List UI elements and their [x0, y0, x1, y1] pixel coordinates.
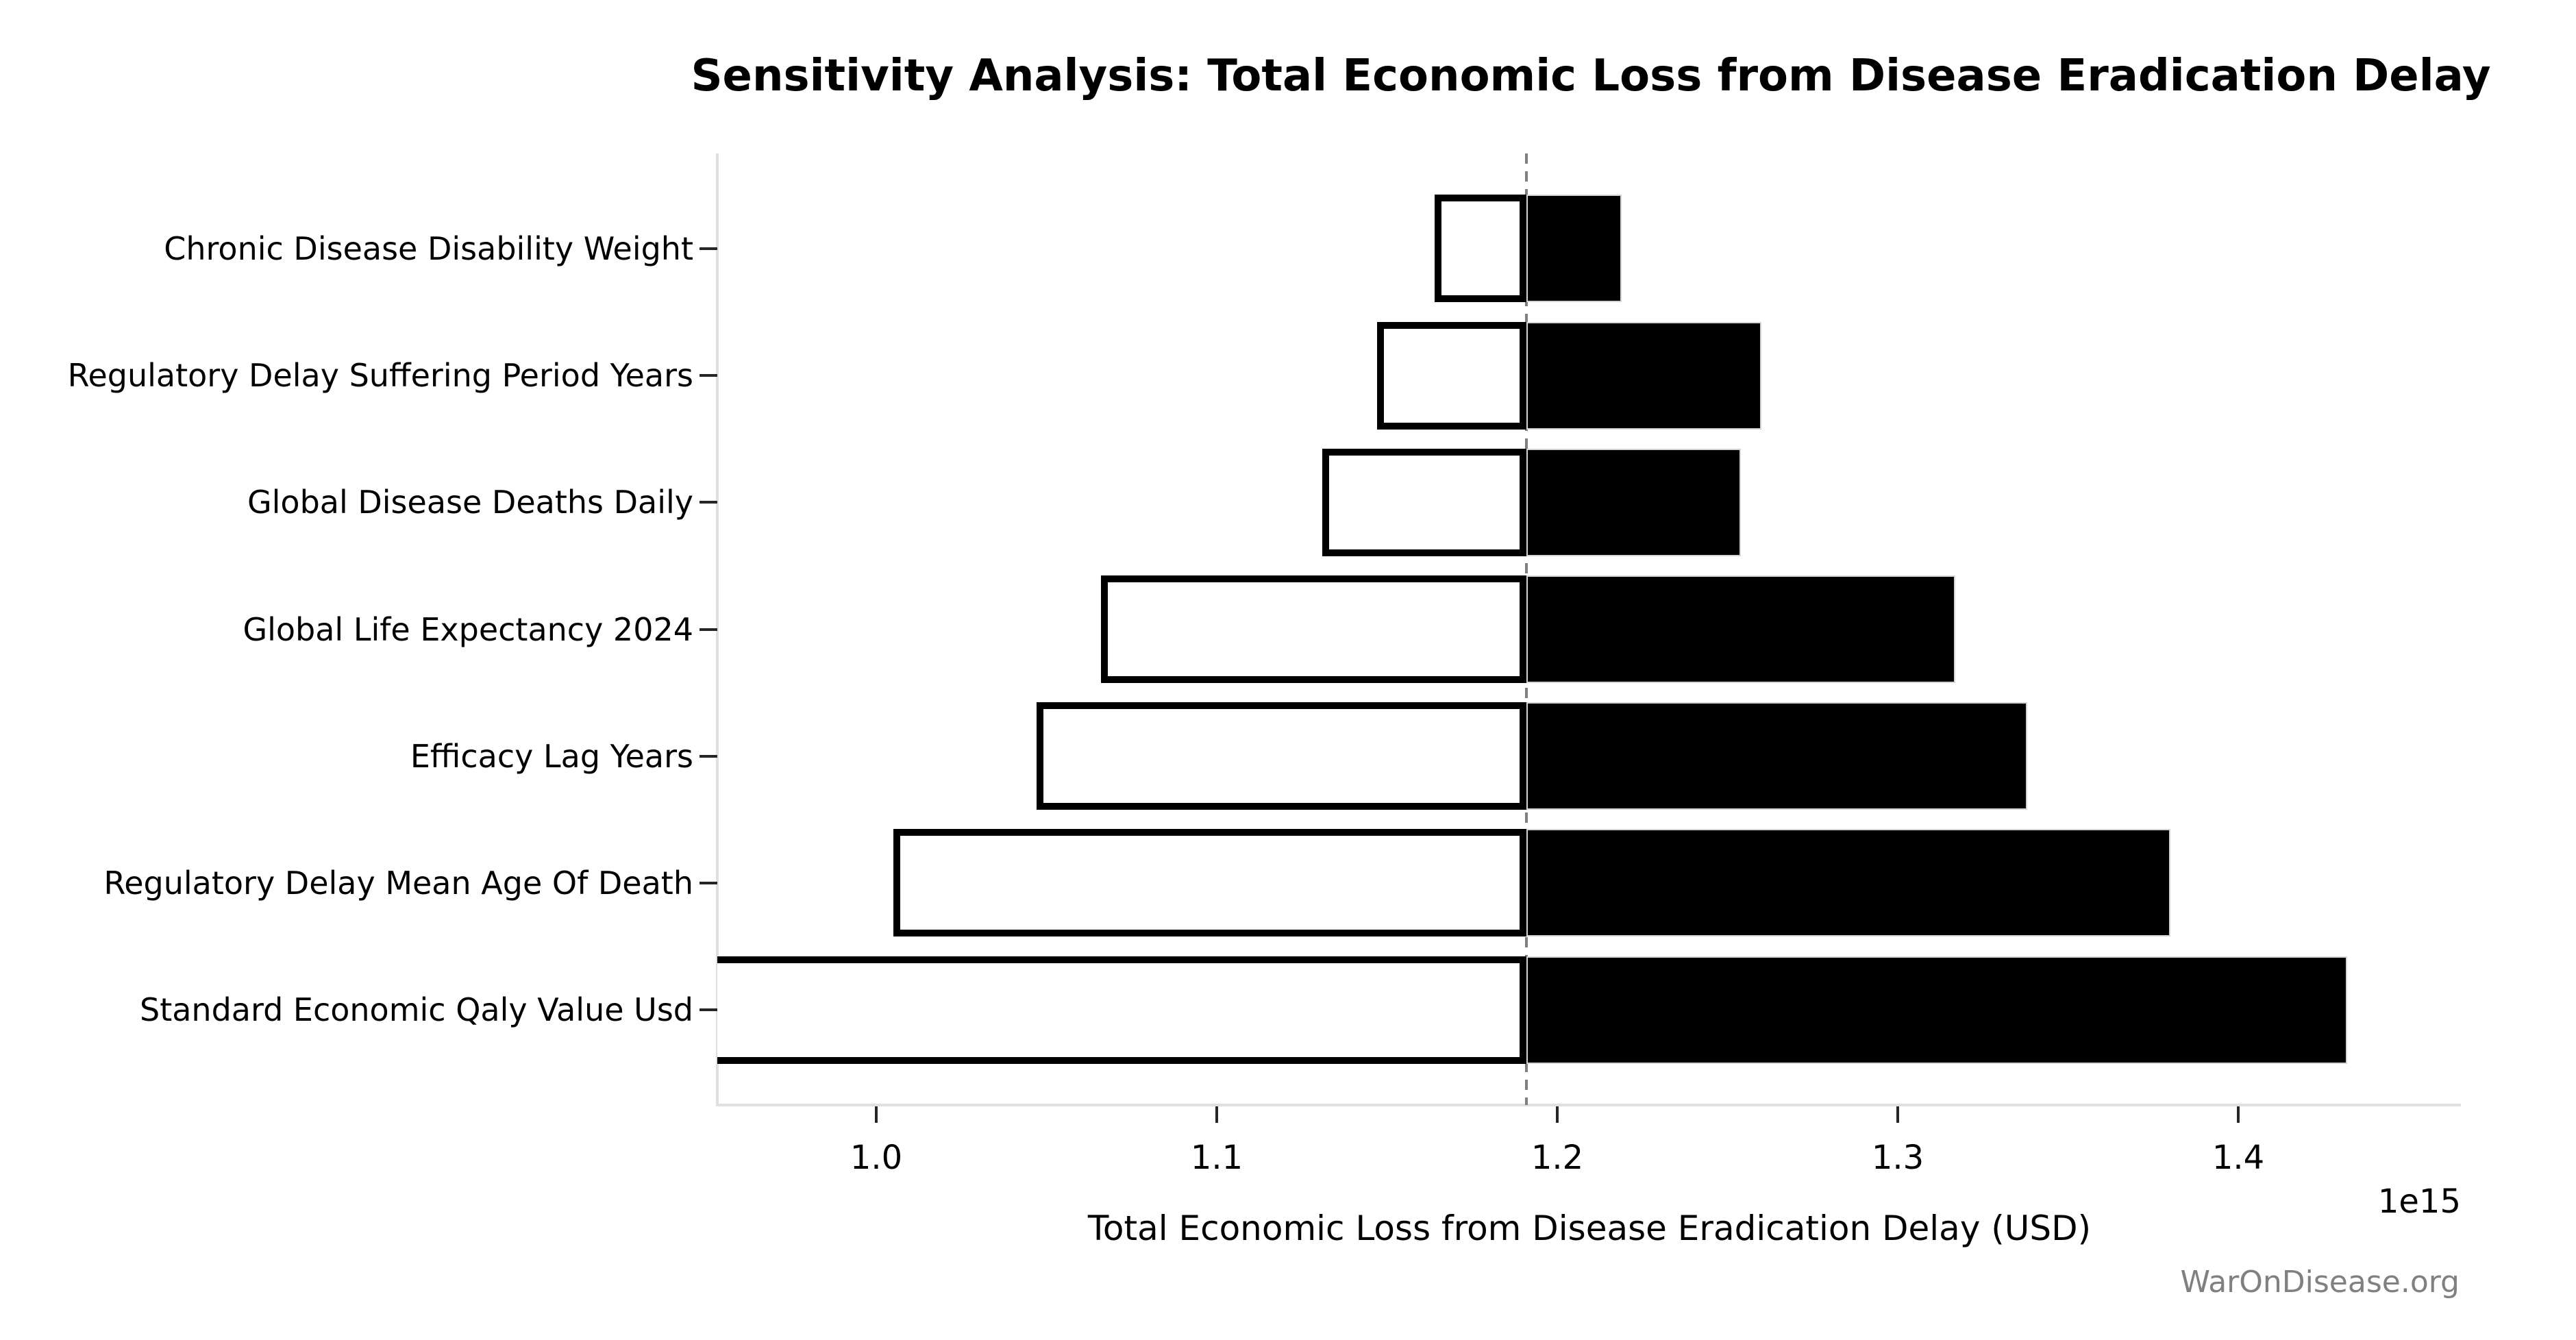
- bar-high: [1526, 448, 1742, 556]
- x-tick-mark: [1215, 1106, 1218, 1123]
- y-tick-mark: [699, 754, 717, 758]
- x-tick-label: 1.2: [1531, 1139, 1584, 1177]
- y-axis-category-label: Efficacy Lag Years: [410, 737, 693, 775]
- y-tick-mark: [699, 628, 717, 631]
- x-tick-mark: [1556, 1106, 1559, 1123]
- y-tick-mark: [699, 247, 717, 250]
- y-axis-category-label: Regulatory Delay Mean Age Of Death: [103, 864, 693, 902]
- watermark-text: WarOnDisease.org: [2180, 1265, 2460, 1300]
- plot-area: [717, 153, 2461, 1105]
- bar-low: [1101, 575, 1527, 683]
- y-tick-mark: [699, 501, 717, 504]
- x-tick-mark: [2237, 1106, 2240, 1123]
- y-axis-category-label: Chronic Disease Disability Weight: [164, 229, 693, 267]
- bar-low: [1036, 702, 1527, 810]
- bar-high: [1526, 195, 1622, 303]
- x-axis-offset-label: 1e15: [2377, 1182, 2461, 1221]
- x-tick-mark: [875, 1106, 878, 1123]
- y-axis-category-label: Standard Economic Qaly Value Usd: [140, 991, 693, 1029]
- y-tick-mark: [699, 374, 717, 377]
- bar-low: [1322, 448, 1527, 556]
- y-axis-category-label: Global Life Expectancy 2024: [243, 610, 693, 648]
- bar-high: [1526, 575, 1956, 683]
- bar-high: [1526, 956, 2348, 1064]
- x-tick-label: 1.3: [1871, 1139, 1924, 1177]
- y-axis-category-label: Regulatory Delay Suffering Period Years: [67, 357, 693, 395]
- bar-low: [717, 956, 1527, 1064]
- bar-high: [1526, 829, 2170, 937]
- bar-high: [1526, 702, 2027, 810]
- chart-title: Sensitivity Analysis: Total Economic Los…: [691, 51, 2491, 101]
- y-axis-category-label: Global Disease Deaths Daily: [247, 484, 693, 521]
- y-tick-mark: [699, 1008, 717, 1012]
- bar-low: [1435, 195, 1527, 303]
- y-axis-line: [716, 153, 719, 1106]
- x-tick-label: 1.1: [1190, 1139, 1243, 1177]
- y-tick-mark: [699, 881, 717, 884]
- bar-low: [893, 829, 1527, 937]
- bar-low: [1376, 321, 1527, 430]
- x-tick-label: 1.0: [850, 1139, 903, 1177]
- x-axis-title: Total Economic Loss from Disease Eradica…: [1087, 1208, 2092, 1248]
- x-tick-label: 1.4: [2212, 1139, 2265, 1177]
- x-axis-line: [716, 1104, 2461, 1106]
- x-tick-mark: [1896, 1106, 1899, 1123]
- bar-high: [1526, 321, 1762, 430]
